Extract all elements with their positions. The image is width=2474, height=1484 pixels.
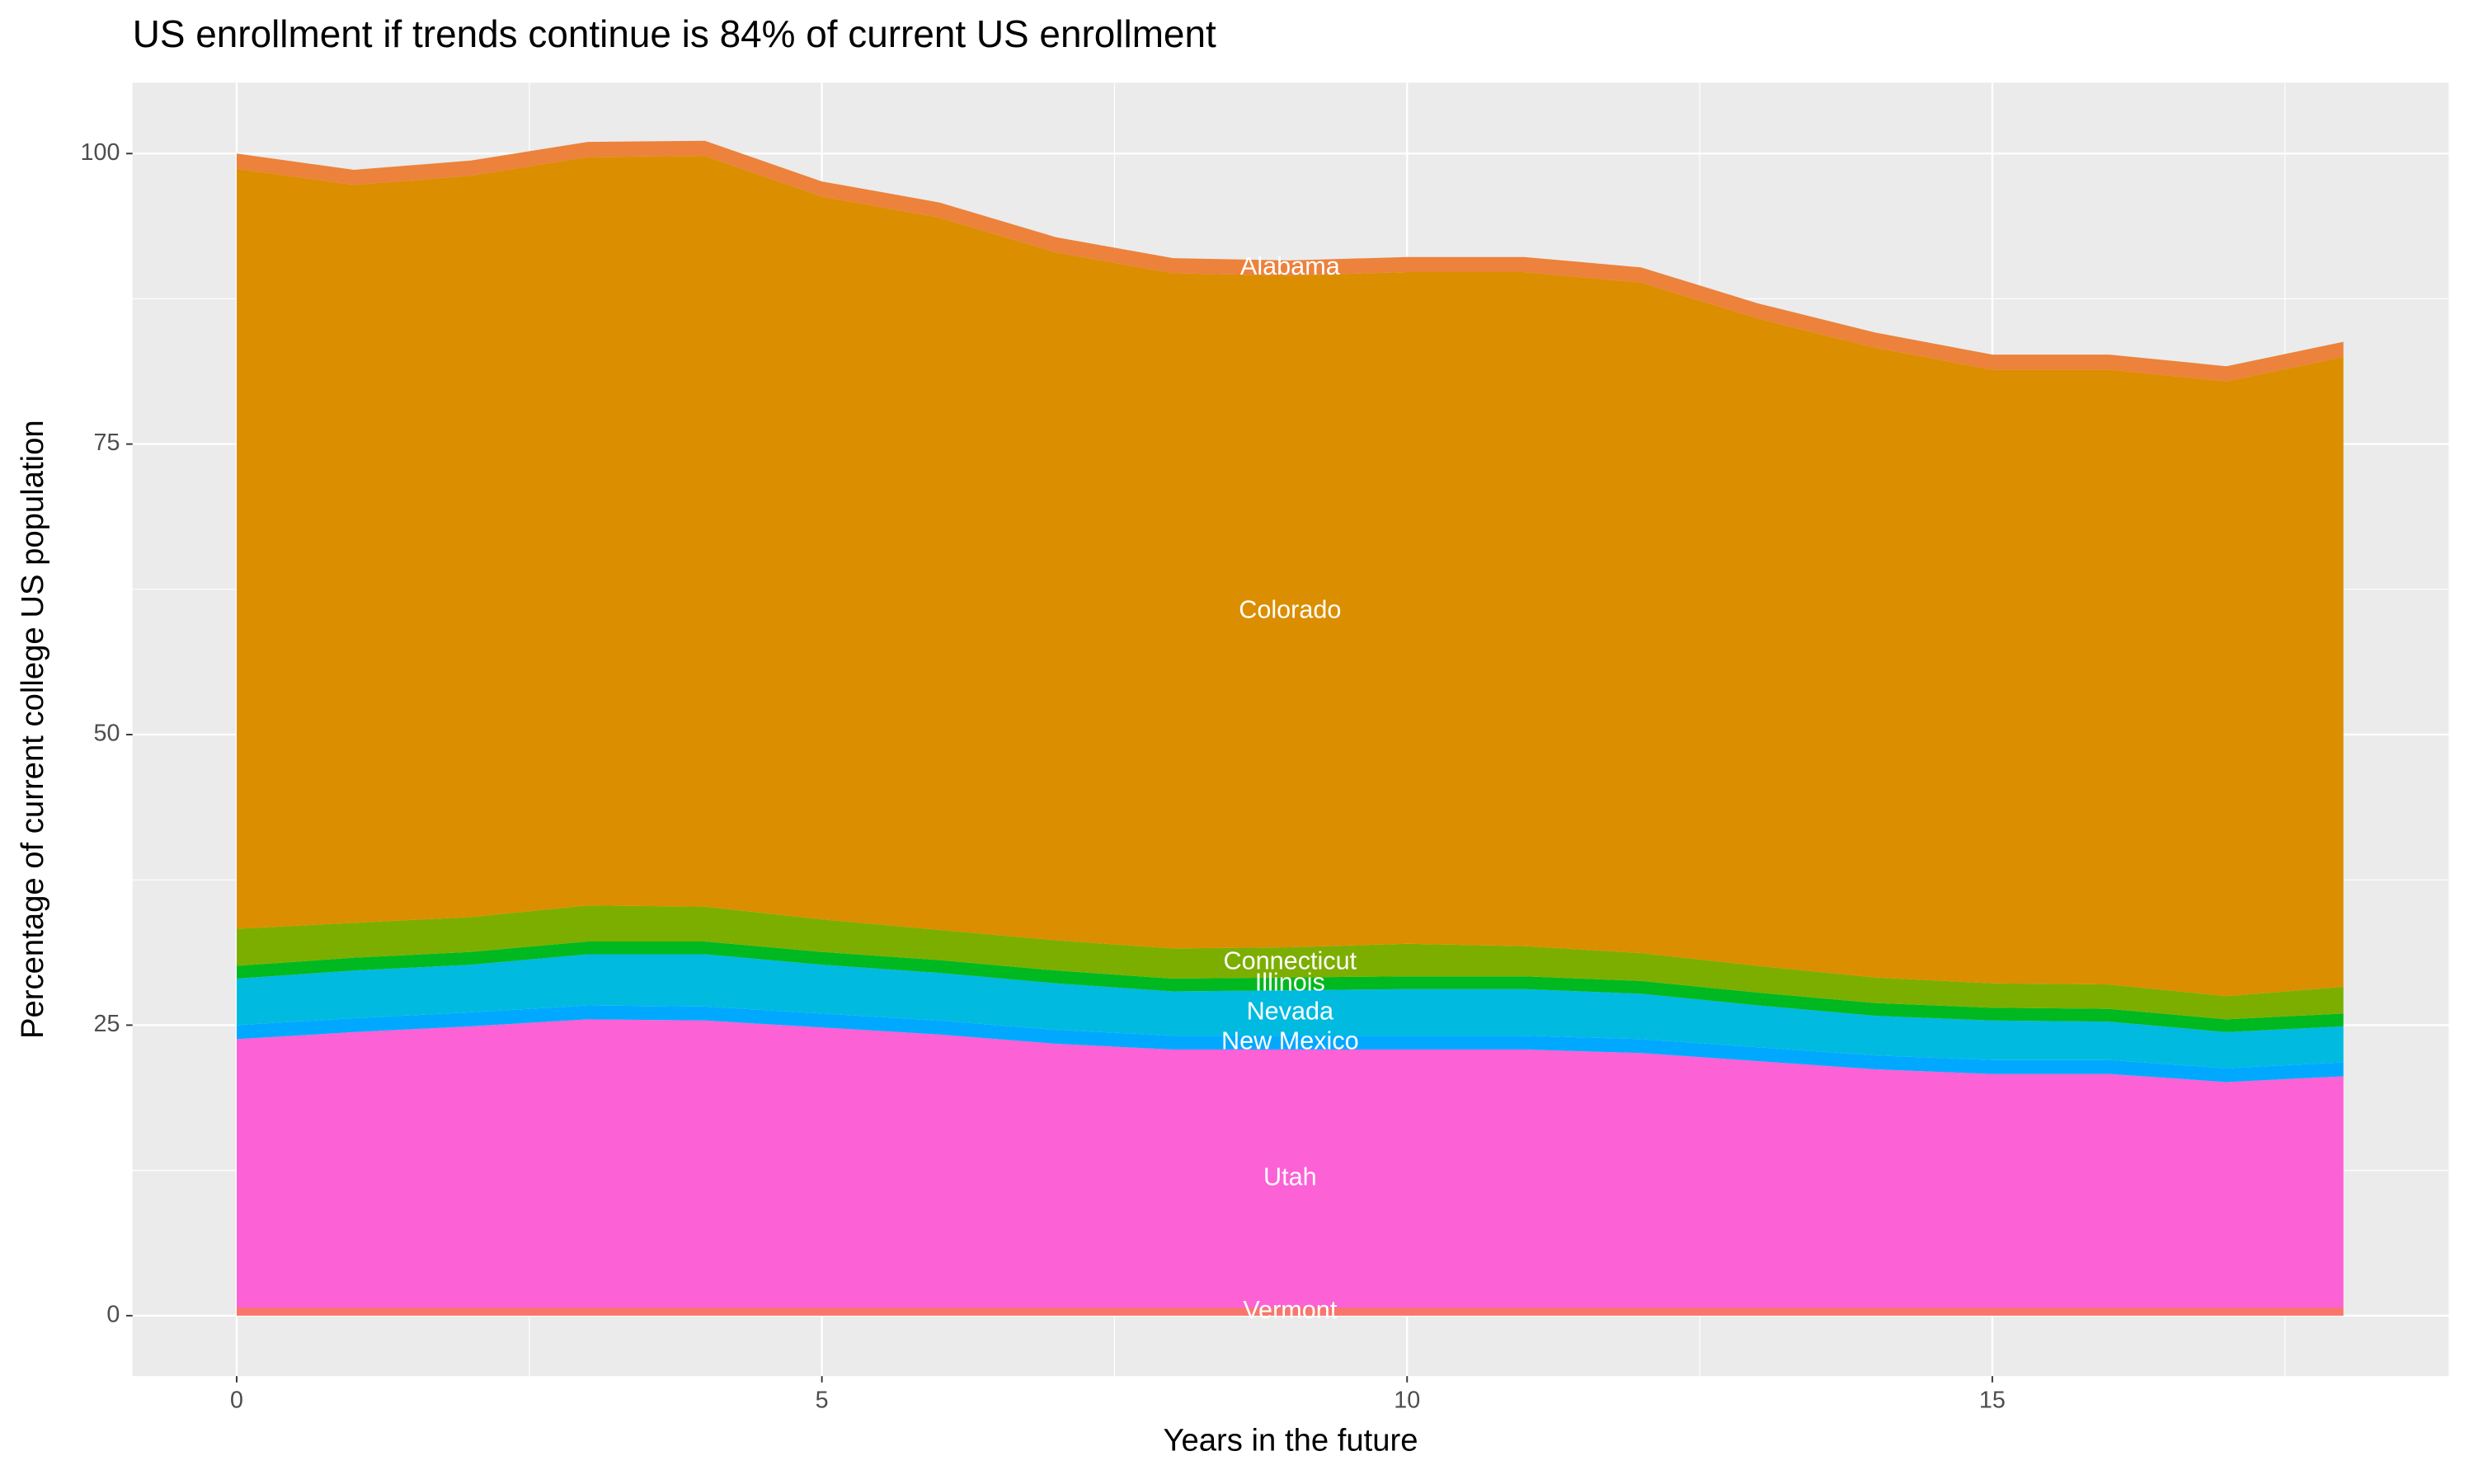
area (237, 156, 2344, 997)
y-axis-title: Percentage of current college US populat… (15, 420, 50, 1039)
series-label: Vermont (1243, 1296, 1337, 1324)
area (237, 140, 2344, 382)
area (237, 1019, 2344, 1308)
area (237, 1005, 2344, 1082)
x-tick-label: 10 (1394, 1387, 1420, 1413)
x-tick-label: 0 (230, 1387, 243, 1413)
chart-title: US enrollment if trends continue is 84% … (133, 12, 1216, 55)
area (237, 941, 2344, 1032)
y-tick-label: 100 (81, 139, 120, 166)
area (237, 1307, 2344, 1316)
series-label: Connecticut (1224, 946, 1357, 974)
y-tick-label: 50 (93, 721, 120, 747)
area (237, 954, 2344, 1068)
x-axis-title: Years in the future (1164, 1423, 1418, 1458)
x-tick-label: 15 (1979, 1387, 2006, 1413)
area (237, 905, 2344, 1020)
series-label: Illinois (1255, 968, 1325, 996)
y-tick-label: 0 (106, 1301, 120, 1327)
y-tick-label: 75 (93, 430, 120, 456)
series-label: Utah (1263, 1163, 1317, 1191)
series-label: New Mexico (1221, 1027, 1359, 1055)
series-label: Alabama (1240, 252, 1341, 280)
y-tick-label: 25 (93, 1011, 120, 1037)
x-tick-label: 5 (816, 1387, 829, 1413)
series-label: Colorado (1239, 596, 1341, 624)
series-label: Nevada (1247, 998, 1334, 1026)
